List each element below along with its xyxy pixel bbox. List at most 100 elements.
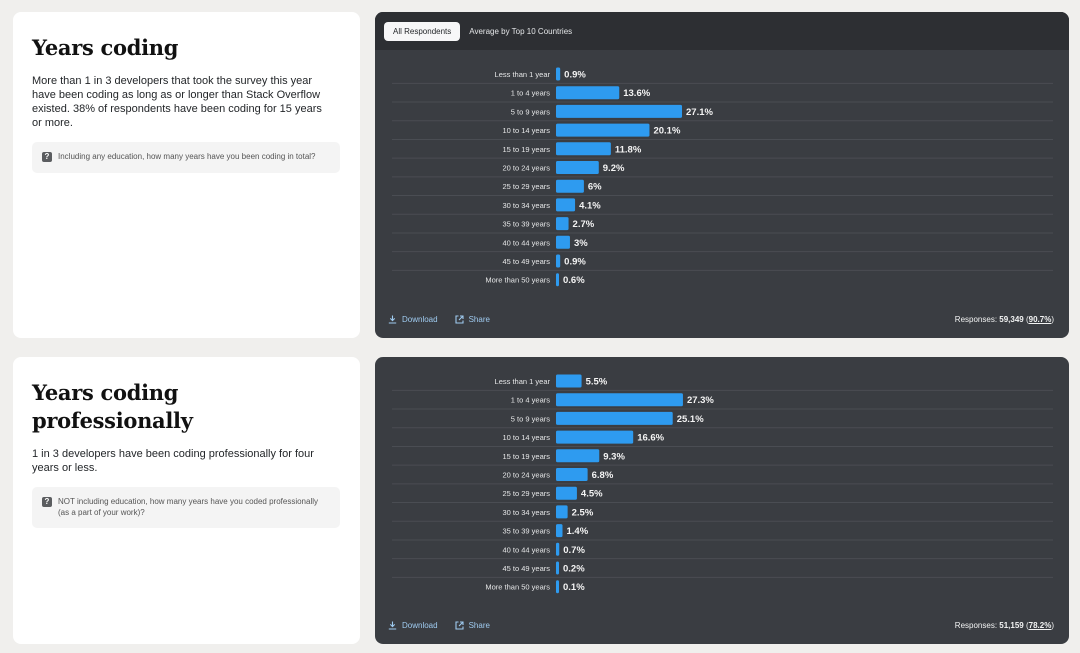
- bar[interactable]: [556, 254, 561, 268]
- category-label: 1 to 4 years: [511, 89, 550, 98]
- bar[interactable]: [556, 505, 568, 519]
- share-button[interactable]: Share: [455, 621, 490, 630]
- responses-percent[interactable]: 90.7%: [1028, 314, 1052, 324]
- chart-footer: Download Share Responses: 59,349 (90.7%): [388, 313, 1054, 325]
- category-label: 35 to 39 years: [502, 220, 550, 229]
- category-label: Less than 1 year: [495, 377, 551, 386]
- category-label: 35 to 39 years: [502, 527, 550, 536]
- bar[interactable]: [556, 393, 683, 407]
- bar-chart: Less than 1 year 0.9% 1 to 4 years 13.6% 5 t…: [392, 67, 1053, 287]
- bar[interactable]: [556, 580, 559, 594]
- download-icon: [388, 621, 397, 630]
- tab-average-top-10-countries[interactable]: Average by Top 10 Countries: [469, 27, 573, 36]
- category-label: 25 to 29 years: [502, 182, 550, 191]
- download-label: Download: [402, 314, 438, 324]
- bar[interactable]: [556, 411, 673, 425]
- value-label: 20.1%: [653, 126, 680, 137]
- text-card: Years coding professionally 1 in 3 devel…: [13, 357, 360, 644]
- survey-question-text: NOT including education, how many years …: [58, 497, 318, 517]
- survey-question: ? Including any education, how many year…: [32, 142, 340, 173]
- bar[interactable]: [556, 374, 582, 388]
- bar[interactable]: [556, 524, 563, 538]
- value-label: 13.6%: [623, 88, 650, 99]
- value-label: 6%: [588, 182, 602, 193]
- value-label: 0.1%: [563, 582, 585, 593]
- share-button[interactable]: Share: [455, 315, 490, 324]
- chart-card: Less than 1 year 5.5% 1 to 4 years 27.3% 5 t…: [375, 357, 1069, 644]
- survey-question: ? NOT including education, how many year…: [32, 487, 340, 528]
- chart-card: All Respondents Average by Top 10 Countr…: [375, 12, 1069, 338]
- bar[interactable]: [556, 67, 561, 81]
- category-label: 40 to 44 years: [502, 545, 550, 554]
- section-title: Years coding professionally: [32, 380, 193, 433]
- value-label: 27.3%: [687, 395, 714, 406]
- value-label: 2.5%: [572, 507, 594, 518]
- value-label: 16.6%: [637, 433, 664, 444]
- value-label: 0.9%: [564, 70, 586, 81]
- category-label: 30 to 34 years: [502, 201, 550, 210]
- share-label: Share: [468, 620, 490, 630]
- responses-percent[interactable]: 78.2%: [1028, 620, 1052, 630]
- category-label: 5 to 9 years: [511, 107, 550, 116]
- category-label: 45 to 49 years: [502, 564, 550, 573]
- bar[interactable]: [556, 104, 683, 118]
- value-label: 6.8%: [592, 470, 614, 481]
- section-summary: More than 1 in 3 developers that took th…: [32, 75, 322, 129]
- bar[interactable]: [556, 217, 569, 231]
- bar[interactable]: [556, 468, 588, 481]
- category-label: 30 to 34 years: [502, 508, 550, 517]
- value-label: 11.8%: [615, 144, 642, 155]
- download-button[interactable]: Download: [388, 315, 438, 324]
- tab-all-respondents[interactable]: All Respondents: [384, 22, 461, 41]
- download-button[interactable]: Download: [388, 621, 438, 630]
- value-label: 3%: [574, 238, 588, 249]
- section-summary: 1 in 3 developers have been coding profe…: [32, 448, 314, 474]
- value-label: 1.4%: [567, 526, 589, 537]
- bar[interactable]: [556, 235, 570, 249]
- category-label: 25 to 29 years: [502, 489, 550, 498]
- responses-label: Responses:: [954, 620, 998, 630]
- share-icon: [455, 620, 464, 630]
- category-label: Less than 1 year: [495, 70, 551, 79]
- bar[interactable]: [556, 161, 599, 174]
- bar[interactable]: [556, 86, 620, 100]
- category-label: 10 to 14 years: [502, 126, 550, 135]
- bar[interactable]: [556, 561, 559, 575]
- question-mark-icon: ?: [42, 152, 52, 162]
- section-title: Years coding: [32, 35, 179, 60]
- text-card: Years coding More than 1 in 3 developers…: [13, 12, 360, 338]
- responses-label: Responses:: [954, 314, 998, 324]
- bar[interactable]: [556, 198, 576, 212]
- bar[interactable]: [556, 142, 611, 156]
- bar[interactable]: [556, 542, 560, 556]
- tab-bar: All Respondents Average by Top 10 Countr…: [375, 12, 1069, 50]
- share-label: Share: [468, 314, 490, 324]
- responses-count: 59,349: [999, 314, 1024, 324]
- bar[interactable]: [556, 123, 650, 137]
- category-label: 15 to 19 years: [502, 145, 550, 154]
- category-label: 20 to 24 years: [502, 471, 550, 480]
- value-label: 0.6%: [563, 275, 585, 286]
- category-label: 45 to 49 years: [502, 257, 550, 266]
- value-label: 4.1%: [579, 200, 601, 211]
- responses-count: 51,159: [999, 620, 1024, 630]
- bar[interactable]: [556, 273, 559, 287]
- chart-footer: Download Share Responses: 51,159 (78.2%): [388, 619, 1054, 631]
- responses-summary: Responses: 59,349 (90.7%): [954, 314, 1054, 324]
- category-label: 15 to 19 years: [502, 452, 550, 461]
- bar[interactable]: [556, 430, 634, 444]
- download-label: Download: [402, 620, 438, 630]
- question-mark-icon: ?: [42, 497, 52, 507]
- share-icon: [455, 314, 464, 324]
- value-label: 5.5%: [586, 377, 608, 388]
- value-label: 9.2%: [603, 163, 625, 174]
- category-label: 10 to 14 years: [502, 433, 550, 442]
- value-label: 0.2%: [563, 564, 585, 575]
- value-label: 25.1%: [677, 414, 704, 425]
- bar[interactable]: [556, 449, 600, 463]
- years-coding-professionally-section: Years coding professionally 1 in 3 devel…: [13, 357, 1069, 644]
- bar[interactable]: [556, 179, 584, 193]
- bar[interactable]: [556, 486, 577, 500]
- category-label: More than 50 years: [485, 583, 550, 592]
- responses-summary: Responses: 51,159 (78.2%): [954, 620, 1054, 630]
